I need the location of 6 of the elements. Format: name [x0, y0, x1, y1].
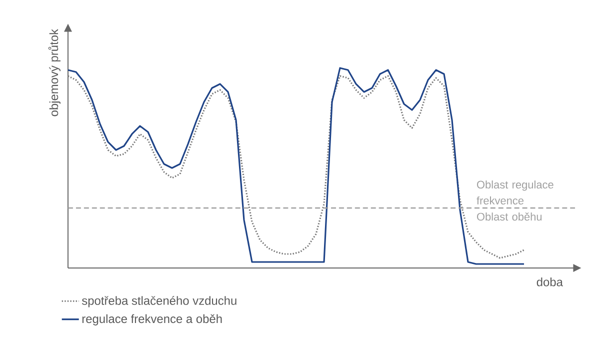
y-axis-title: objemový průtok: [48, 28, 61, 116]
legend-label: spotřeba stlačeného vzduchu: [82, 296, 236, 308]
annotation: Oblast oběhu: [477, 212, 542, 221]
x-axis-title: doba: [536, 278, 563, 286]
annotation: Oblast regulace frekvence: [476, 180, 554, 204]
legend-label: regulace frekvence a oběh: [82, 314, 222, 326]
